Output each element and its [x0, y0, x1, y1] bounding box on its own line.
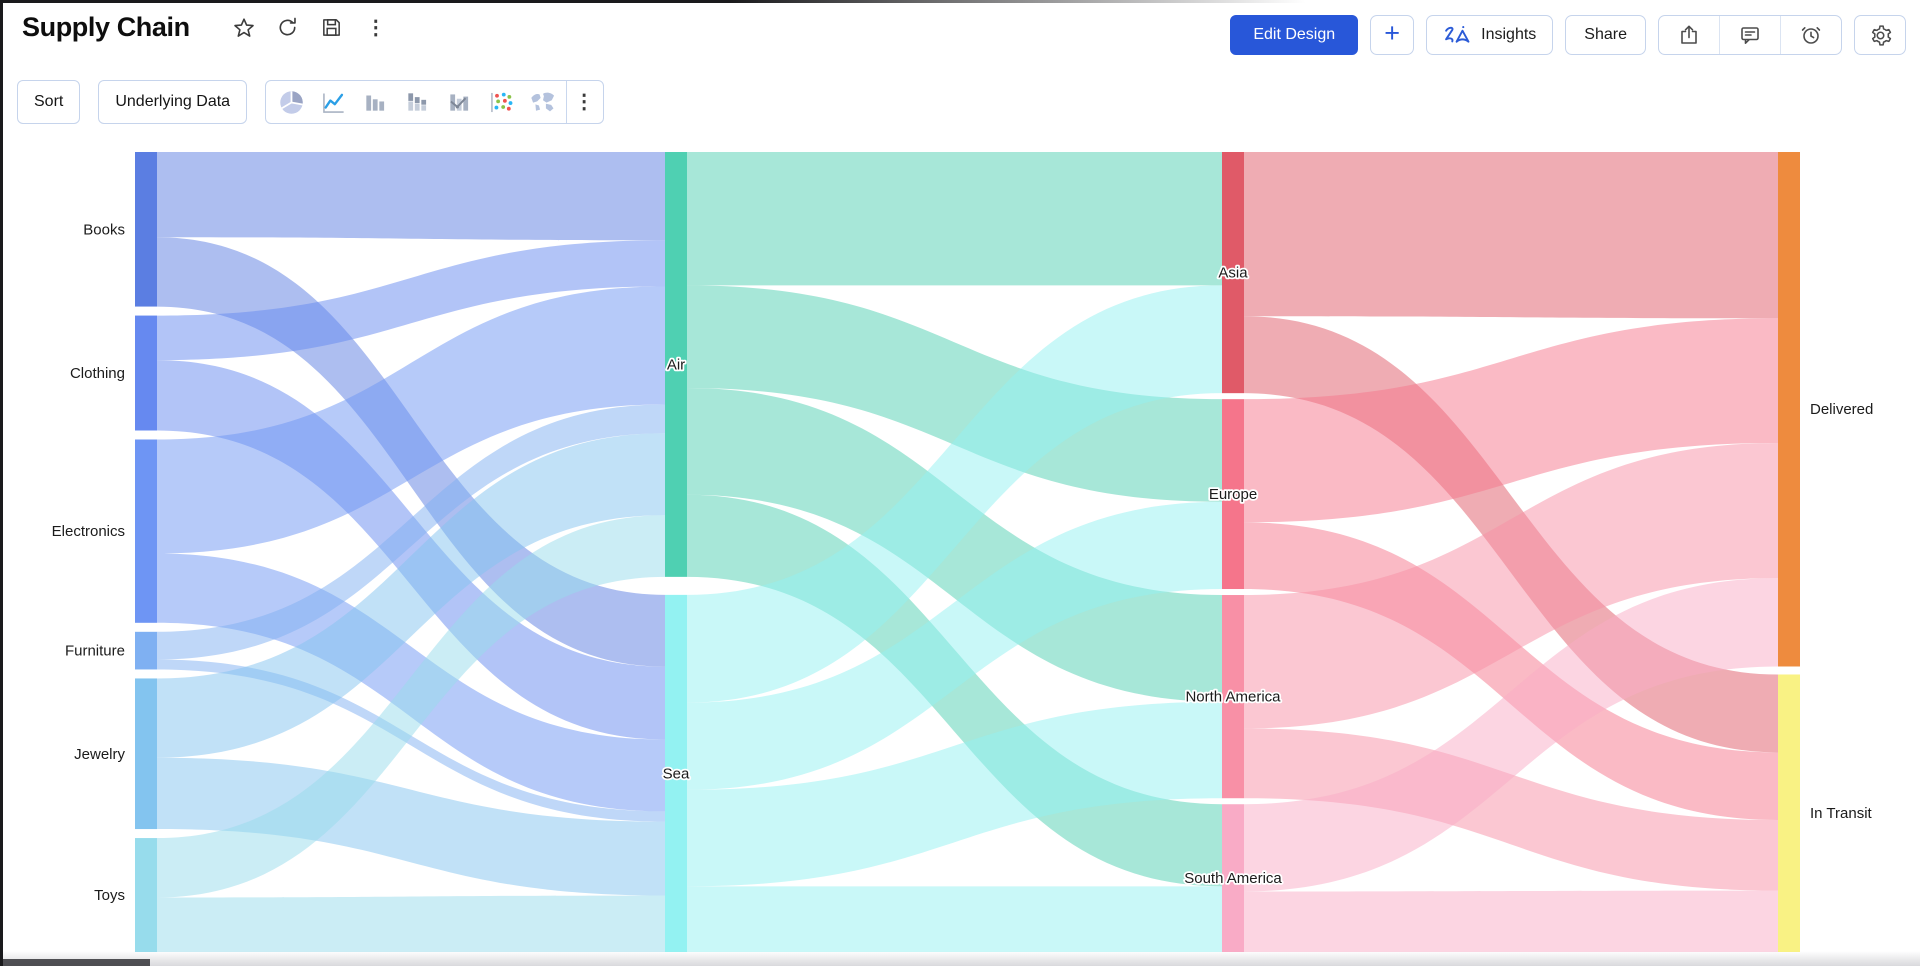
sankey-node-north-america[interactable]	[1222, 595, 1244, 799]
combo-chart-icon[interactable]	[438, 84, 480, 120]
comment-icon[interactable]	[1719, 16, 1780, 54]
edit-design-button[interactable]: Edit Design	[1230, 15, 1359, 55]
sankey-node-toys[interactable]	[135, 838, 157, 952]
add-button[interactable]: +	[1370, 15, 1415, 55]
more-chart-types-icon[interactable]: ⋮	[574, 91, 595, 113]
sankey-flow-sea-to-asia[interactable]	[687, 285, 1222, 703]
zia-icon	[1443, 25, 1473, 46]
sankey-flow-sea-to-europe[interactable]	[687, 501, 1222, 790]
scatter-plot-icon[interactable]	[480, 84, 522, 120]
sankey-flow-furniture-to-air[interactable]	[157, 404, 665, 660]
settings-icon	[1868, 23, 1893, 48]
insights-label: Insights	[1481, 26, 1537, 43]
title-action-icons: ⋮	[232, 16, 388, 40]
pie-chart-icon[interactable]	[270, 84, 312, 120]
sankey-flow-south-america-to-in-transit[interactable]	[1244, 890, 1778, 952]
window-bottom-shadow	[0, 951, 1920, 966]
header-actions: Edit Design + Insights Share	[1230, 15, 1906, 55]
insights-button[interactable]: Insights	[1426, 15, 1554, 55]
bar-chart-icon[interactable]	[354, 84, 396, 120]
sankey-flow-asia-to-delivered[interactable]	[1244, 152, 1778, 319]
sankey-node-delivered[interactable]	[1778, 152, 1800, 667]
sankey-label-electronics: Electronics	[52, 523, 125, 540]
sankey-node-europe[interactable]	[1222, 399, 1244, 590]
sankey-flow-north-america-to-in-transit[interactable]	[1244, 728, 1778, 891]
toolbar-divider	[566, 81, 568, 123]
sankey-flow-toys-to-sea[interactable]	[157, 895, 665, 952]
sankey-node-air[interactable]	[665, 152, 687, 577]
sankey-node-south-america[interactable]	[1222, 804, 1244, 952]
sankey-label-sea: Sea	[663, 765, 690, 782]
window-bottom-left-edge	[0, 959, 150, 966]
sankey-node-sea[interactable]	[665, 594, 687, 952]
settings-button[interactable]	[1854, 15, 1906, 55]
sankey-label-clothing: Clothing	[70, 365, 125, 382]
sankey-flow-clothing-to-air[interactable]	[157, 240, 665, 361]
sankey-flow-electronics-to-air[interactable]	[157, 286, 665, 554]
sankey-node-jewelry[interactable]	[135, 678, 157, 830]
sankey-label-in-transit: In Transit	[1810, 805, 1873, 822]
sort-button[interactable]: Sort	[17, 80, 81, 124]
sankey-flow-europe-to-delivered[interactable]	[1244, 318, 1778, 523]
favorite-star-icon[interactable]	[232, 16, 256, 40]
map-chart-icon[interactable]	[522, 84, 564, 120]
sankey-node-asia[interactable]	[1222, 152, 1244, 394]
sankey-flow-jewelry-to-air[interactable]	[157, 433, 665, 758]
share-button[interactable]: Share	[1565, 15, 1646, 55]
sankey-node-electronics[interactable]	[135, 439, 157, 623]
sankey-label-furniture: Furniture	[65, 643, 125, 660]
sankey-node-books[interactable]	[135, 152, 157, 307]
underlying-data-button[interactable]: Underlying Data	[98, 80, 248, 124]
line-chart-icon[interactable]	[312, 84, 354, 120]
sankey-label-asia: Asia	[1218, 265, 1248, 282]
header: Supply Chain ⋮	[22, 12, 388, 43]
sankey-flow-north-america-to-delivered[interactable]	[1244, 443, 1778, 729]
sankey-flow-sea-to-south-america[interactable]	[687, 886, 1222, 952]
chart-type-toolbar: ⋮	[265, 80, 605, 124]
sankey-label-south-america: South America	[1184, 870, 1282, 887]
sankey-flow-jewelry-to-sea[interactable]	[157, 757, 665, 896]
sankey-label-toys: Toys	[94, 887, 125, 904]
sankey-flow-south-america-to-delivered[interactable]	[1244, 578, 1778, 892]
sankey-label-jewelry: Jewelry	[74, 746, 125, 763]
chart-toolbar-row: Sort Underlying Data ⋮	[17, 80, 605, 124]
page-title: Supply Chain	[22, 12, 190, 42]
sankey-flow-furniture-to-sea[interactable]	[157, 659, 665, 822]
sankey-node-clothing[interactable]	[135, 315, 157, 431]
more-options-icon[interactable]: ⋮	[365, 16, 386, 39]
window-left-edge	[0, 0, 3, 966]
window-top-edge	[0, 0, 1920, 3]
sankey-label-north-america: North America	[1185, 689, 1281, 706]
sankey-label-books: Books	[83, 221, 125, 238]
sankey-flow-air-to-asia[interactable]	[687, 152, 1222, 286]
sankey-node-furniture[interactable]	[135, 631, 157, 670]
alert-icon[interactable]	[1780, 16, 1841, 54]
sankey-flow-toys-to-air[interactable]	[157, 515, 665, 898]
sankey-label-europe: Europe	[1209, 486, 1257, 503]
export-icon[interactable]	[1659, 16, 1719, 54]
stacked-bar-chart-icon[interactable]	[396, 84, 438, 120]
sankey-flow-air-to-europe[interactable]	[687, 285, 1222, 502]
sankey-flow-books-to-air[interactable]	[157, 152, 665, 241]
sankey-label-delivered: Delivered	[1810, 401, 1873, 418]
refresh-icon[interactable]	[276, 16, 300, 40]
header-icon-group	[1658, 15, 1842, 55]
sankey-flow-sea-to-north-america[interactable]	[687, 701, 1222, 887]
sankey-label-air: Air	[667, 356, 685, 373]
sankey-node-in-transit[interactable]	[1778, 674, 1800, 952]
save-icon[interactable]	[320, 16, 344, 40]
